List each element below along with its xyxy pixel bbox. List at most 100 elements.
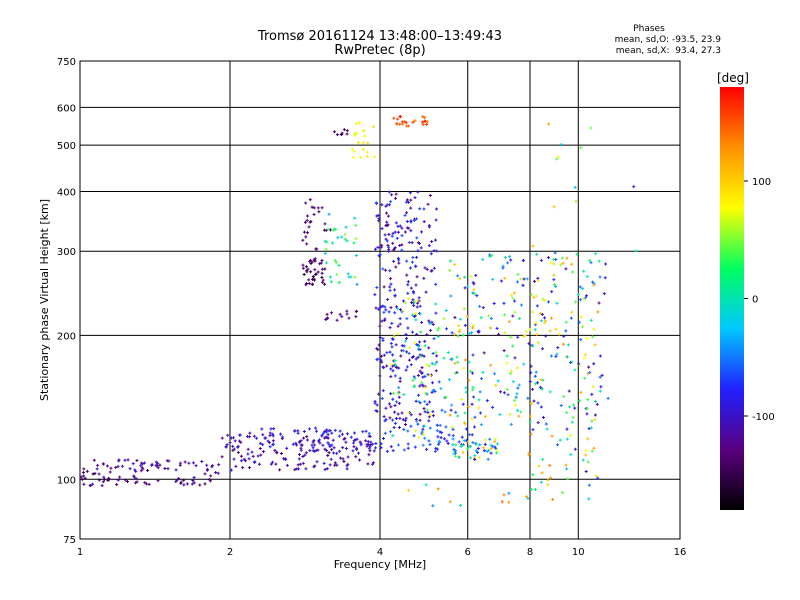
echo-point xyxy=(331,438,335,442)
echo-point xyxy=(425,447,429,451)
echo-point xyxy=(584,449,588,453)
echo-point xyxy=(316,270,320,274)
echo-point xyxy=(405,350,409,354)
echo-point xyxy=(418,207,422,211)
echo-point xyxy=(382,436,386,440)
echo-point xyxy=(385,364,389,368)
echo-point xyxy=(452,447,456,451)
echo-point xyxy=(416,374,420,378)
echo-point xyxy=(311,275,315,279)
echo-point xyxy=(183,460,187,464)
echo-point xyxy=(82,467,86,471)
echo-point xyxy=(310,260,314,264)
echo-point xyxy=(472,324,476,328)
echo-point xyxy=(522,277,526,281)
echo-point xyxy=(433,449,437,453)
echo-point xyxy=(532,295,536,299)
echo-point xyxy=(431,414,435,418)
echo-point xyxy=(437,439,441,443)
echo-point xyxy=(382,366,386,370)
echo-point xyxy=(476,451,480,455)
echo-point xyxy=(312,213,316,217)
echo-point xyxy=(429,328,433,332)
echo-point xyxy=(258,446,262,450)
phase-stats-o: mean, sd,O: -93.5, 23.9 xyxy=(615,35,722,45)
echo-point xyxy=(489,363,493,367)
echo-point xyxy=(388,288,392,292)
echo-point xyxy=(464,427,468,431)
echo-point xyxy=(434,302,438,306)
echo-point xyxy=(398,322,402,326)
echo-point xyxy=(406,280,410,284)
echo-point xyxy=(385,239,389,243)
echo-point xyxy=(432,337,436,341)
echo-point xyxy=(583,296,587,300)
echo-point xyxy=(400,411,404,415)
echo-point xyxy=(517,383,521,387)
echo-point xyxy=(386,297,390,301)
echo-point xyxy=(351,156,355,160)
echo-point xyxy=(536,341,540,345)
echo-point xyxy=(123,458,127,462)
echo-point xyxy=(402,427,406,431)
echo-point xyxy=(560,256,564,260)
echo-point xyxy=(421,122,425,126)
echo-point xyxy=(302,429,306,433)
echo-point xyxy=(467,360,471,364)
echo-point xyxy=(495,451,499,455)
echo-point xyxy=(445,327,449,331)
echo-point xyxy=(338,434,342,438)
echo-point xyxy=(96,463,100,467)
echo-point xyxy=(123,478,127,482)
echo-point xyxy=(566,477,570,481)
echo-point xyxy=(345,132,349,136)
echo-point xyxy=(471,353,475,357)
echo-point xyxy=(377,217,381,221)
echo-point xyxy=(82,482,86,486)
echo-point xyxy=(468,456,472,460)
echo-point xyxy=(220,436,224,440)
echo-point xyxy=(535,332,539,336)
echo-point xyxy=(323,239,327,243)
echo-point xyxy=(325,428,329,432)
echo-point xyxy=(424,391,428,395)
echo-point xyxy=(417,400,421,404)
echo-point xyxy=(191,461,195,465)
echo-point xyxy=(268,431,272,435)
echo-point xyxy=(380,360,384,364)
echo-point xyxy=(492,302,496,306)
echo-point xyxy=(519,303,523,307)
echo-point xyxy=(435,354,439,358)
echo-point xyxy=(261,443,265,447)
echo-point xyxy=(337,263,341,267)
echo-point xyxy=(177,476,181,480)
echo-point xyxy=(471,371,475,375)
echo-point xyxy=(418,384,422,388)
echo-point xyxy=(463,422,467,426)
echo-point xyxy=(509,422,513,426)
echo-point xyxy=(426,373,430,377)
echo-point xyxy=(414,264,418,268)
echo-point xyxy=(390,321,394,325)
echo-point xyxy=(242,457,246,461)
echo-point xyxy=(345,464,349,468)
echo-point xyxy=(509,372,513,376)
echo-point xyxy=(534,294,538,298)
echo-point xyxy=(543,321,547,325)
x-tick-label: 6 xyxy=(465,547,471,558)
echo-point xyxy=(338,449,342,453)
echo-point xyxy=(115,482,119,486)
echo-point xyxy=(581,287,585,291)
echo-point xyxy=(524,495,528,499)
echo-point xyxy=(340,315,344,319)
echo-point xyxy=(352,241,356,245)
echo-point xyxy=(102,475,106,479)
echo-point xyxy=(565,355,569,359)
echo-point xyxy=(475,294,479,298)
echo-point xyxy=(327,451,331,455)
echo-point xyxy=(209,479,213,483)
echo-point xyxy=(316,206,320,210)
echo-point xyxy=(557,332,561,336)
echo-point xyxy=(308,449,312,453)
echo-point xyxy=(476,447,480,451)
